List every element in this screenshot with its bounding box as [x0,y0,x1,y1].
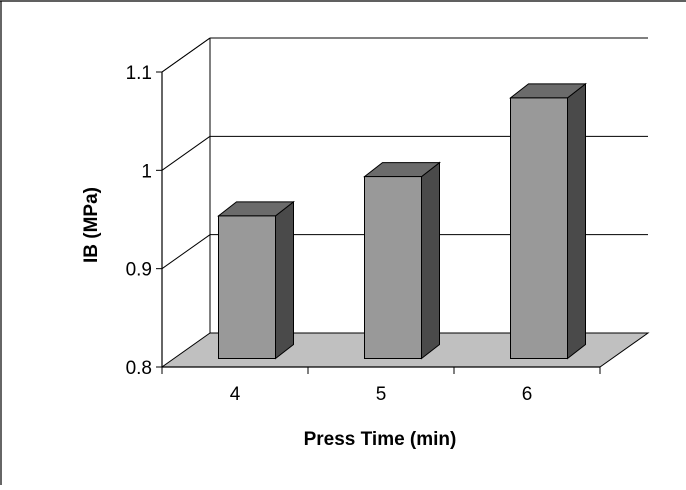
x-axis-title: Press Time (min) [304,429,457,450]
y-tick-label: 1.1 [126,63,152,84]
x-tick-label: 4 [230,384,241,405]
y-tick-label: 0.8 [126,358,152,379]
bars [217,82,587,360]
gridline-side [161,234,211,270]
y-axis-title: IB (MPa) [81,187,102,263]
bar-front-face [218,215,276,359]
x-tick-label: 6 [522,384,533,405]
bar-front-face [510,97,568,360]
gridline-side [161,135,211,171]
y-tick-label: 0.9 [126,260,152,281]
y-tick-label: 1 [141,161,152,182]
bar [217,200,295,360]
bar-side-face [421,161,440,360]
x-tick-labels: 4 5 6 [230,384,533,405]
bar-front-face [364,176,422,359]
bar [363,161,441,360]
bar-side-face [567,82,586,360]
y-tick-labels: 0.8 0.9 1 1.1 [126,63,152,379]
x-tick-label: 5 [376,384,387,405]
bar-side-face [275,200,294,360]
axes [156,71,601,374]
gridline-side [161,37,211,73]
bar [509,82,587,360]
